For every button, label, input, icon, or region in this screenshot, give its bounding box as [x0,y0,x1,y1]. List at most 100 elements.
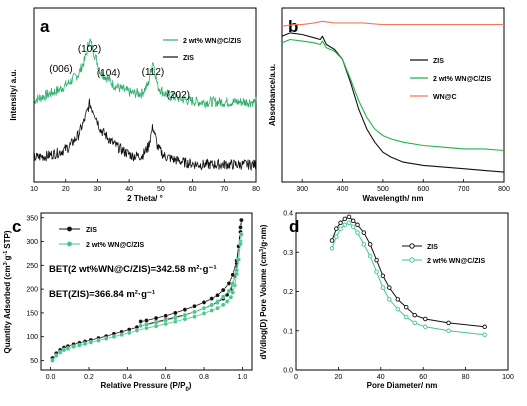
data-point-c-1-11 [111,334,117,340]
data-point-d-0-1 [334,226,339,231]
y-tick-label-d-2: 0.2 [283,289,293,296]
y-tick-label-d-0: 0.0 [283,368,293,375]
plot-frame-a [33,7,257,183]
legend-d: ZIS 2 wt% WN@C/ZIS [402,243,485,265]
data-point-c-1-21 [201,311,207,316]
data-point-c-1-20 [192,314,197,320]
data-point-d-1-2 [338,226,343,231]
x-tick-label-c-4: 0.8 [199,374,209,381]
plot-frame-d [295,212,509,371]
data-point-d-0-15 [423,316,428,322]
series-line-b-1 [281,38,505,152]
legend-marker-c-1 [67,226,72,232]
data-point-d-1-7 [361,242,367,247]
legend-label-d-2: 2 wt% WN@C/ZIS [427,258,485,265]
data-point-c-1-4 [65,346,71,351]
legend-label-b-1: ZIS [433,58,444,65]
series-line-a-1 [33,98,257,172]
x-axis-label-a: 2 Theta/ ° [127,194,163,203]
series-line-b-0 [281,32,505,173]
data-point-c-1-39 [209,302,214,308]
x-tick-label-b-2: 500 [377,186,389,193]
ytick-layer-d: 0.0 0.1 0.2 0.3 0.4 [283,211,299,375]
x-tick-label-a-4: 50 [157,186,165,193]
series-layer-b [281,20,505,173]
x-tick-label-a-6: 70 [220,186,228,193]
data-point-c-1-3 [61,347,67,353]
y-axis-label-c: Quantity Adsorbed (cm3·g-1STP) [3,230,12,353]
data-point-c-1-6 [77,342,82,348]
peak-label-0: (006) [49,64,72,75]
panel-d: d 0 20 40 60 80 100 0.0 0.1 0.2 0.3 0.4 Pore Diam… [259,211,514,391]
data-point-c-0-45 [153,315,159,321]
series-layer-d [329,214,487,337]
data-point-d-1-17 [482,332,487,337]
y-axis-label-b: Absorbance/a.u. [268,64,277,126]
data-point-c-1-19 [182,316,188,322]
data-point-c-1-14 [134,328,140,333]
data-point-d-0-2 [338,220,343,226]
x-tick-label-c-2: 0.4 [122,374,132,381]
x-tick-label-a-1: 20 [62,186,70,193]
data-point-c-1-9 [96,338,101,343]
data-point-d-0-14 [412,312,417,318]
legend-label-a-1: 2 wt% WN@C/ZIS [183,38,241,45]
data-point-d-0-6 [355,222,360,228]
data-point-c-1-42 [182,312,188,318]
data-point-d-1-12 [395,306,401,312]
x-tick-label-b-4: 700 [458,186,470,193]
x-tick-label-b-0: 300 [296,186,308,193]
x-axis-label-d: Pore Diameter/ nm [367,381,438,390]
x-tick-label-c-3: 0.6 [161,374,171,381]
data-point-d-1-5 [350,224,356,229]
legend-a: 2 wt% WN@C/ZIS ZIS [163,38,241,62]
data-point-c-0-37 [220,287,226,293]
x-axis-label-b: Wavelength/ nm [362,194,423,203]
y-tick-label-c-6: 350 [26,215,38,222]
x-tick-label-d-2: 40 [377,374,385,381]
data-point-c-0-44 [163,313,168,319]
data-point-c-1-45 [153,320,159,326]
ytick-layer-c: 50 100 150 200 250 300 350 [26,215,44,365]
data-point-c-0-32 [239,217,244,223]
data-point-c-0-41 [192,303,197,309]
data-point-c-0-40 [201,300,207,305]
data-point-d-1-15 [423,324,428,330]
data-point-c-1-29 [234,271,239,277]
peak-label-3: (112) [142,67,165,78]
data-point-c-1-37 [220,294,226,300]
data-point-d-0-17 [482,324,487,330]
data-point-d-1-13 [403,314,409,320]
panel-d-letter: d [289,217,299,236]
x-tick-label-b-1: 400 [337,186,349,193]
data-point-d-0-3 [342,216,348,222]
data-point-d-0-10 [380,273,386,279]
data-point-d-0-8 [367,242,373,247]
legend-label-b-2: 2 wt% WN@C/ZIS [433,76,491,83]
x-tick-label-a-5: 60 [189,186,197,193]
data-point-d-1-11 [387,297,392,302]
data-point-d-0-16 [446,320,451,326]
data-point-c-1-38 [215,299,220,304]
x-tick-label-d-4: 80 [462,374,470,381]
data-point-c-1-23 [215,305,220,311]
legend-label-b-3: WN@C [433,94,457,101]
data-point-c-1-40 [201,305,207,311]
data-point-c-0-31 [238,224,243,230]
data-point-c-1-26 [228,294,234,300]
data-point-c-1-30 [236,257,241,262]
data-point-d-0-4 [346,214,352,220]
data-point-c-1-25 [224,299,230,304]
panel-c-letter: c [12,217,21,236]
data-point-c-1-13 [126,330,132,336]
x-tick-label-b-5: 800 [498,186,510,193]
y-axis-label-a: Intensity/ a.u. [9,69,18,120]
panel-b: b 300 400 500 600 700 800 Wavelength/ nm Abso… [268,7,510,203]
plot-frame-b [281,7,505,183]
data-point-d-1-4 [346,220,352,226]
x-tick-label-d-3: 60 [419,374,427,381]
plot-frame-c [40,212,253,371]
data-point-c-0-42 [182,307,188,312]
data-point-c-1-33 [238,241,243,247]
